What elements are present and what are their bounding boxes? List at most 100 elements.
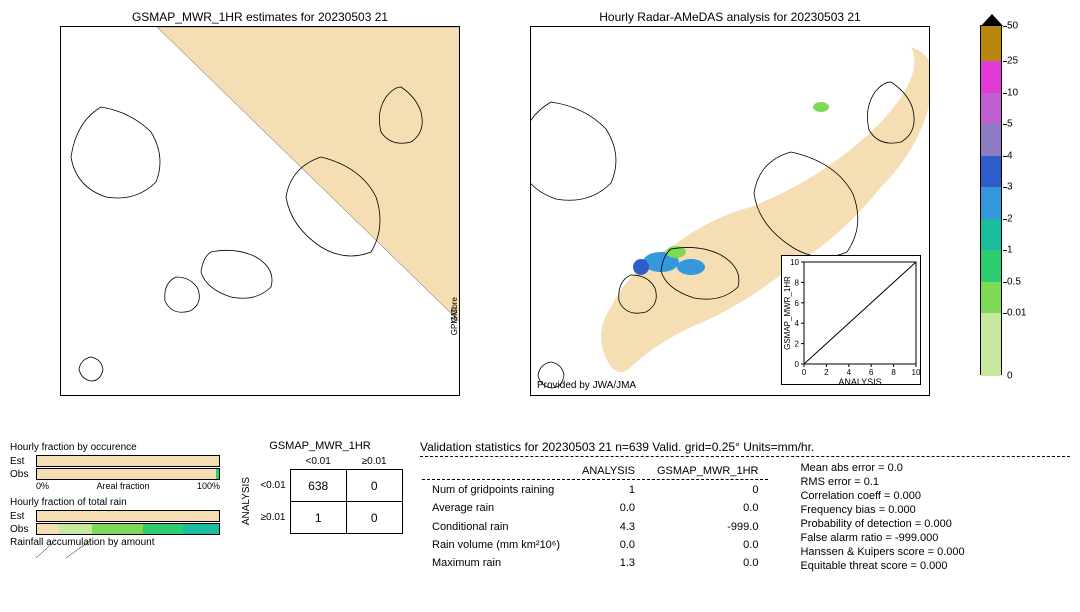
svg-text:6: 6 <box>869 368 874 377</box>
svg-text:GSMAP_MWR_1HR: GSMAP_MWR_1HR <box>783 276 792 350</box>
stats-metrics: Mean abs error = 0.0RMS error = 0.1Corre… <box>800 461 964 573</box>
contingency-panel: GSMAP_MWR_1HR <0.01≥0.01 ANALYSIS <0.01 … <box>235 440 405 610</box>
ct-cell-01: 0 <box>346 470 402 502</box>
stat-a: 4.3 <box>572 518 645 534</box>
svg-text:4: 4 <box>795 319 800 328</box>
metric-line: Frequency bias = 0.000 <box>800 503 964 517</box>
right-map-title: Hourly Radar-AMeDAS analysis for 2023050… <box>530 10 930 24</box>
cb-label: 5 <box>1007 119 1013 130</box>
cb-seg <box>981 219 1001 251</box>
contingency-table: <0.01≥0.01 ANALYSIS <0.01 638 0 ≥0.01 1 … <box>237 454 402 534</box>
provided-by: Provided by JWA/JMA <box>537 380 636 391</box>
ct-cell-11: 0 <box>346 502 402 534</box>
cb-seg <box>981 26 1001 61</box>
cb-label: 10 <box>1007 87 1018 98</box>
ct-ylabel: ANALYSIS <box>241 477 252 525</box>
metric-line: Correlation coeff = 0.000 <box>800 489 964 503</box>
svg-text:0: 0 <box>795 360 800 369</box>
top-row: GSMAP_MWR_1HR estimates for 20230503 21 … <box>10 10 1070 410</box>
svg-text:0: 0 <box>802 368 807 377</box>
right-map-box: 00224466881010ANALYSISGSMAP_MWR_1HR Prov… <box>530 26 930 396</box>
accum-seg <box>92 524 143 534</box>
accum-seg <box>37 524 59 534</box>
left-map-svg: GPM-Core GMI <box>61 27 460 396</box>
metric-line: Probability of detection = 0.000 <box>800 517 964 531</box>
svg-text:10: 10 <box>790 258 799 267</box>
occ-est-bar <box>36 455 220 467</box>
fraction-panel: Hourly fraction by occurence Est Obs 0%A… <box>10 440 220 610</box>
cb-seg <box>981 93 1001 125</box>
right-map-panel: Hourly Radar-AMeDAS analysis for 2023050… <box>530 10 930 410</box>
colorbar: 502510543210.50.010 <box>980 25 1002 375</box>
lat-tick: 25°N <box>60 349 61 360</box>
metric-line: False alarm ratio = -999.000 <box>800 531 964 545</box>
swath-label2: GMI <box>450 307 459 322</box>
lat-tick: 45°N <box>60 64 61 75</box>
lon-tick: 130°E <box>181 395 208 396</box>
stat-b: -999.0 <box>647 518 768 534</box>
lat-tick: 40°N <box>60 135 61 146</box>
scatter-inset: 00224466881010ANALYSISGSMAP_MWR_1HR <box>781 255 921 385</box>
est-label2: Est <box>10 511 36 522</box>
metric-line: Mean abs error = 0.0 <box>800 461 964 475</box>
cb-label: 0.01 <box>1007 308 1026 319</box>
cb-seg <box>981 187 1001 219</box>
occ-obs-bar <box>36 468 220 480</box>
occ-axis: 0%Areal fraction100% <box>36 481 220 491</box>
cb-label: 0 <box>1007 371 1013 382</box>
lat-tick: 30°N <box>60 278 61 289</box>
cb-seg <box>981 282 1001 314</box>
rain-obs-bar <box>36 523 220 535</box>
metric-line: RMS error = 0.1 <box>800 475 964 489</box>
lon-tick: 125°E <box>613 395 640 396</box>
lat-tick: 25°N <box>530 349 531 360</box>
ct-cell-10: 1 <box>290 502 346 534</box>
lon-tick: 125°E <box>114 395 141 396</box>
stat-label: Maximum rain <box>422 555 570 571</box>
stat-a: 0.0 <box>572 500 645 516</box>
cb-label: 0.5 <box>1007 276 1021 287</box>
stat-label: Rain volume (mm km²10⁶) <box>422 537 570 553</box>
svg-text:2: 2 <box>824 368 829 377</box>
stat-a: 0.0 <box>572 537 645 553</box>
lat-tick: 35°N <box>530 207 531 218</box>
svg-text:6: 6 <box>795 299 800 308</box>
svg-text:4: 4 <box>847 368 852 377</box>
lon-tick: 140°E <box>314 395 341 396</box>
obs-label2: Obs <box>10 524 36 535</box>
accum-seg <box>59 524 92 534</box>
lat-tick: 30°N <box>530 278 531 289</box>
left-map-title: GSMAP_MWR_1HR estimates for 20230503 21 <box>60 10 460 24</box>
stats-panel: Validation statistics for 20230503 21 n=… <box>420 440 1070 610</box>
accum-seg <box>143 524 183 534</box>
accum-seg <box>183 524 219 534</box>
stat-b: 0.0 <box>647 555 768 571</box>
occ-title: Hourly fraction by occurence <box>10 442 220 453</box>
lon-tick: 135°E <box>803 395 830 396</box>
stat-a: 1.3 <box>572 555 645 571</box>
stat-a: 1 <box>572 482 645 498</box>
rain-est-bar <box>36 510 220 522</box>
svg-text:2: 2 <box>795 340 800 349</box>
svg-text:ANALYSIS: ANALYSIS <box>838 377 881 386</box>
stat-b: 0.0 <box>647 500 768 516</box>
lon-tick: 145°E <box>381 395 408 396</box>
stats-title: Validation statistics for 20230503 21 n=… <box>420 440 1070 457</box>
ct-cell-00: 638 <box>290 470 346 502</box>
est-label: Est <box>10 456 36 467</box>
stats-table: ANALYSISGSMAP_MWR_1HR Num of gridpoints … <box>420 461 770 573</box>
cb-label: 2 <box>1007 213 1013 224</box>
stat-b: 0 <box>647 482 768 498</box>
ct-title: GSMAP_MWR_1HR <box>235 440 405 452</box>
cb-arrow-top <box>981 14 1003 26</box>
cb-label: 1 <box>1007 245 1013 256</box>
stat-b: 0.0 <box>647 537 768 553</box>
svg-text:10: 10 <box>912 368 921 377</box>
stat-label: Num of gridpoints raining <box>422 482 570 498</box>
cb-label: 4 <box>1007 150 1013 161</box>
cb-seg <box>981 313 1001 376</box>
cb-label: 25 <box>1007 56 1018 67</box>
cb-seg <box>981 124 1001 156</box>
accum-seg <box>37 511 219 521</box>
left-map-box: GPM-Core GMI 25°N30°N35°N40°N45°N125°E13… <box>60 26 460 396</box>
